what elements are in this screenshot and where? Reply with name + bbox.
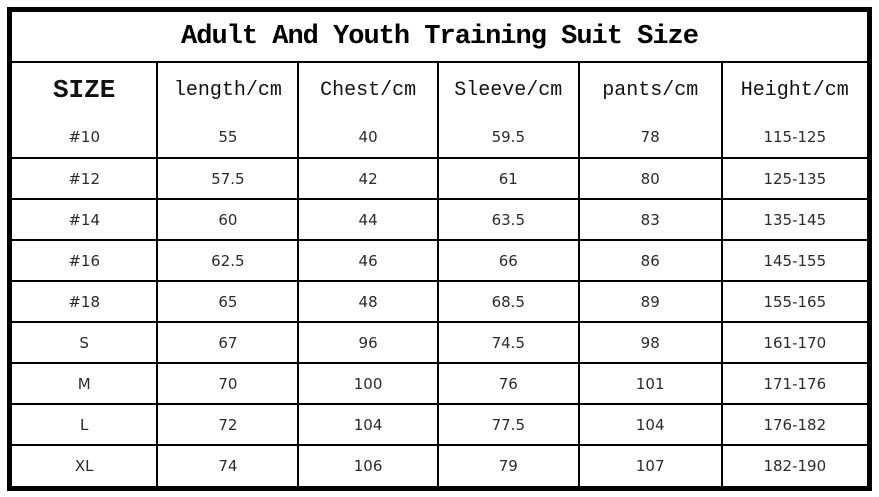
title-row: Adult And Youth Training Suit Size: [12, 12, 867, 63]
table-row: #18 65 48 68.5 89 155-165: [12, 280, 867, 323]
length-cell: 55: [156, 117, 300, 159]
height-cell: 115-125: [720, 117, 867, 159]
height-cell: 161-170: [720, 321, 867, 364]
pants-cell: 104: [577, 403, 723, 446]
table-row: #10 55 40 59.5 78 115-125: [12, 117, 867, 159]
size-table-body: #10 55 40 59.5 78 115-125 #12 57.5 42 61…: [12, 117, 867, 486]
sleeve-cell: 59.5: [436, 117, 580, 159]
column-header-pants: pants/cm: [577, 61, 723, 117]
height-cell: 171-176: [720, 362, 867, 405]
sleeve-cell: 66: [436, 239, 580, 282]
height-cell: 176-182: [720, 403, 867, 446]
table-row: XL 74 106 79 107 182-190: [12, 444, 867, 486]
table-row: M 70 100 76 101 171-176: [12, 362, 867, 405]
column-header-size: SIZE: [12, 61, 159, 117]
sleeve-cell: 74.5: [436, 321, 580, 364]
chest-cell: 40: [297, 117, 439, 159]
pants-cell: 78: [577, 117, 723, 159]
size-cell: #14: [12, 198, 159, 241]
size-chart-frame: Adult And Youth Training Suit Size SIZE …: [7, 7, 872, 491]
size-cell: #10: [12, 117, 159, 159]
sleeve-cell: 77.5: [436, 403, 580, 446]
chest-cell: 44: [297, 198, 439, 241]
chest-cell: 46: [297, 239, 439, 282]
table-row: #16 62.5 46 66 86 145-155: [12, 239, 867, 282]
sleeve-cell: 68.5: [436, 280, 580, 323]
length-cell: 67: [156, 321, 300, 364]
size-chart-table: Adult And Youth Training Suit Size SIZE …: [12, 12, 867, 486]
table-row: #12 57.5 42 61 80 125-135: [12, 157, 867, 200]
pants-cell: 107: [577, 444, 723, 486]
sleeve-cell: 76: [436, 362, 580, 405]
column-header-length: length/cm: [156, 61, 300, 117]
chest-cell: 96: [297, 321, 439, 364]
size-cell: #12: [12, 157, 159, 200]
size-cell: XL: [12, 444, 159, 486]
table-row: S 67 96 74.5 98 161-170: [12, 321, 867, 364]
sleeve-cell: 79: [436, 444, 580, 486]
table-row: L 72 104 77.5 104 176-182: [12, 403, 867, 446]
height-cell: 125-135: [720, 157, 867, 200]
pants-cell: 83: [577, 198, 723, 241]
size-cell: M: [12, 362, 159, 405]
chest-cell: 104: [297, 403, 439, 446]
length-cell: 70: [156, 362, 300, 405]
length-cell: 57.5: [156, 157, 300, 200]
column-header-sleeve: Sleeve/cm: [436, 61, 580, 117]
chest-cell: 106: [297, 444, 439, 486]
pants-cell: 101: [577, 362, 723, 405]
table-row: #14 60 44 63.5 83 135-145: [12, 198, 867, 241]
table-title: Adult And Youth Training Suit Size: [12, 12, 867, 63]
pants-cell: 98: [577, 321, 723, 364]
column-header-chest: Chest/cm: [297, 61, 439, 117]
sleeve-cell: 63.5: [436, 198, 580, 241]
size-cell: #18: [12, 280, 159, 323]
column-header-height: Height/cm: [720, 61, 867, 117]
length-cell: 74: [156, 444, 300, 486]
length-cell: 60: [156, 198, 300, 241]
length-cell: 65: [156, 280, 300, 323]
height-cell: 155-165: [720, 280, 867, 323]
pants-cell: 89: [577, 280, 723, 323]
chest-cell: 48: [297, 280, 439, 323]
length-cell: 62.5: [156, 239, 300, 282]
header-row: SIZE length/cm Chest/cm Sleeve/cm pants/…: [12, 61, 867, 117]
pants-cell: 86: [577, 239, 723, 282]
size-cell: L: [12, 403, 159, 446]
chest-cell: 100: [297, 362, 439, 405]
height-cell: 135-145: [720, 198, 867, 241]
height-cell: 145-155: [720, 239, 867, 282]
sleeve-cell: 61: [436, 157, 580, 200]
size-cell: S: [12, 321, 159, 364]
size-cell: #16: [12, 239, 159, 282]
chest-cell: 42: [297, 157, 439, 200]
pants-cell: 80: [577, 157, 723, 200]
height-cell: 182-190: [720, 444, 867, 486]
length-cell: 72: [156, 403, 300, 446]
